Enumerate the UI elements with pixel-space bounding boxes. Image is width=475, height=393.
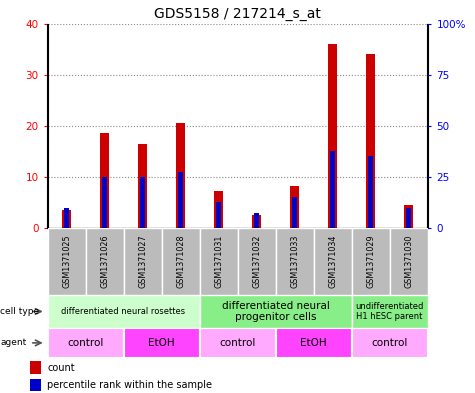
- Bar: [30, 379, 41, 391]
- Text: differentiated neural
progenitor cells: differentiated neural progenitor cells: [221, 301, 330, 322]
- Text: cell type: cell type: [0, 307, 39, 316]
- Bar: [138, 143, 147, 228]
- Text: agent: agent: [0, 338, 27, 347]
- Bar: [352, 228, 390, 295]
- Bar: [140, 177, 145, 228]
- Text: percentile rank within the sample: percentile rank within the sample: [48, 380, 212, 390]
- Bar: [238, 228, 276, 295]
- Bar: [124, 228, 162, 295]
- Text: GSM1371032: GSM1371032: [252, 235, 261, 288]
- Bar: [100, 133, 109, 228]
- Bar: [276, 328, 352, 358]
- Bar: [368, 156, 373, 228]
- Text: count: count: [48, 362, 75, 373]
- Text: GSM1371026: GSM1371026: [100, 235, 109, 288]
- Bar: [162, 228, 199, 295]
- Bar: [314, 228, 352, 295]
- Bar: [64, 208, 69, 228]
- Bar: [216, 202, 221, 228]
- Title: GDS5158 / 217214_s_at: GDS5158 / 217214_s_at: [154, 7, 321, 21]
- Text: differentiated neural rosettes: differentiated neural rosettes: [61, 307, 186, 316]
- Bar: [30, 361, 41, 373]
- Bar: [48, 328, 124, 358]
- Bar: [366, 54, 375, 228]
- Text: control: control: [371, 338, 408, 348]
- Bar: [252, 215, 261, 228]
- Text: GSM1371027: GSM1371027: [138, 235, 147, 288]
- Bar: [124, 328, 200, 358]
- Bar: [292, 197, 297, 228]
- Bar: [176, 123, 185, 228]
- Text: GSM1371028: GSM1371028: [176, 235, 185, 288]
- Bar: [404, 205, 413, 228]
- Bar: [200, 328, 276, 358]
- Text: control: control: [219, 338, 256, 348]
- Text: EtOH: EtOH: [148, 338, 175, 348]
- Bar: [254, 213, 259, 228]
- Text: EtOH: EtOH: [300, 338, 327, 348]
- Bar: [86, 228, 124, 295]
- Text: GSM1371025: GSM1371025: [62, 235, 71, 288]
- Bar: [200, 295, 352, 328]
- Text: GSM1371033: GSM1371033: [290, 235, 299, 288]
- Text: control: control: [67, 338, 104, 348]
- Bar: [352, 328, 428, 358]
- Text: GSM1371030: GSM1371030: [404, 235, 413, 288]
- Bar: [328, 44, 337, 228]
- Bar: [406, 208, 411, 228]
- Bar: [330, 151, 335, 228]
- Bar: [200, 228, 238, 295]
- Bar: [290, 186, 299, 228]
- Bar: [352, 295, 428, 328]
- Bar: [214, 191, 223, 228]
- Bar: [62, 210, 71, 228]
- Bar: [178, 172, 183, 228]
- Text: undifferentiated
H1 hESC parent: undifferentiated H1 hESC parent: [355, 302, 424, 321]
- Bar: [390, 228, 428, 295]
- Bar: [102, 177, 107, 228]
- Bar: [48, 228, 86, 295]
- Text: GSM1371029: GSM1371029: [366, 235, 375, 288]
- Text: GSM1371031: GSM1371031: [214, 235, 223, 288]
- Text: GSM1371034: GSM1371034: [328, 235, 337, 288]
- Bar: [276, 228, 314, 295]
- Bar: [48, 295, 199, 328]
